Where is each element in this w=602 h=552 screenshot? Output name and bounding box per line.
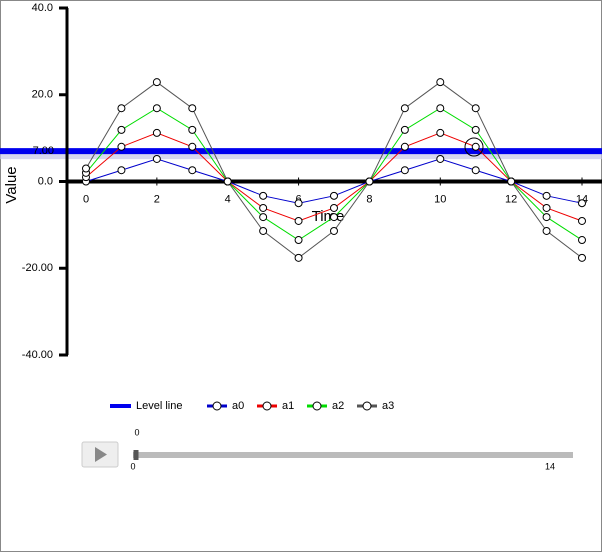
data-point [578,236,586,245]
data-point [330,203,338,212]
data-point [117,166,126,175]
data-point [117,125,126,134]
data-point [259,203,268,212]
data-point [330,191,338,200]
data-point [188,142,197,151]
legend-label: a0 [232,400,244,412]
legend-marker [312,401,322,411]
data-point [259,226,268,235]
legend-marker [362,401,372,411]
data-point [152,104,161,113]
data-point [188,125,197,134]
data-point [188,166,197,175]
legend-label: a3 [382,400,394,412]
data-point [400,125,409,134]
legend-label: a2 [332,400,344,412]
data-point [330,226,338,235]
legend-label: Level line [136,400,182,412]
y-tick-label: -20.00 [22,262,53,274]
data-point [471,104,480,113]
data-point [117,142,126,151]
data-point [436,78,445,87]
legend-label: a1 [282,400,294,412]
legend-marker [212,401,222,411]
data-point [294,236,303,245]
legend-marker [262,401,272,411]
data-point [259,213,268,222]
y-tick-label: 40.0 [32,2,53,14]
y-tick-label: 20.0 [32,89,53,101]
x-tick-label: 4 [225,193,231,205]
x-tick-label: 0 [83,193,89,205]
data-point [542,213,551,222]
data-point [152,154,161,163]
data-point [365,177,374,186]
data-point [152,78,161,87]
data-point [578,216,586,225]
hover-marker [464,137,484,157]
data-point [471,125,480,134]
data-point [82,164,90,173]
x-tick-label: 12 [505,193,517,205]
slider[interactable]: 0 0 14 [81,427,573,471]
data-point [542,191,551,200]
x-tick-label: 10 [434,193,446,205]
y-axis-label: Value [3,166,20,203]
data-point [542,203,551,212]
data-point [188,104,197,113]
data-point [578,253,586,262]
slider-min: 0 [130,461,135,471]
data-point [152,128,161,137]
slider-value: 0 [134,427,139,437]
data-point [294,253,303,262]
data-point [436,104,445,113]
play-icon [95,447,107,462]
data-point [471,142,480,151]
data-point [400,104,409,113]
data-point [330,213,338,222]
y-tick-label: -40.00 [22,349,53,361]
data-point [294,216,303,225]
x-tick-label: 2 [154,193,160,205]
level-line-label: 7.00 [33,145,54,157]
data-point [471,166,480,175]
y-tick-label: 0.0 [38,175,53,187]
slider-track [133,452,573,458]
data-point [436,128,445,137]
data-point [223,177,232,186]
data-point [436,154,445,163]
data-point [400,166,409,175]
data-point [294,199,303,208]
slider-max: 14 [545,461,555,471]
data-point [578,199,586,208]
data-point [507,177,516,186]
x-tick-label: 8 [366,193,372,205]
data-point [117,104,126,113]
x-axis-label: Time [312,208,345,225]
data-point [542,226,551,235]
data-point [259,191,268,200]
data-point [400,142,409,151]
